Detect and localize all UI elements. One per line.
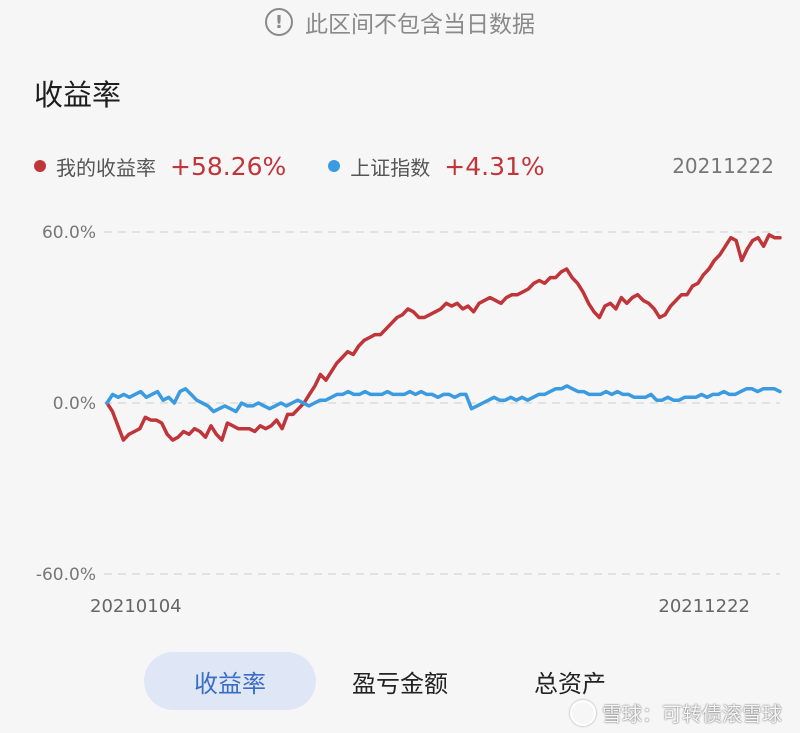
- chart-legend: 我的收益率 +58.26% 上证指数 +4.31% 20211222: [34, 146, 774, 186]
- legend-dot-sse-index: [328, 160, 341, 172]
- legend-label-sse-index: 上证指数: [350, 155, 431, 180]
- watermark: 雪球：可转债滚雪球: [570, 698, 782, 727]
- watermark-text: 雪球：可转债滚雪球: [602, 702, 782, 726]
- y-tick-label: 60.0%: [42, 223, 96, 243]
- tab-return-rate[interactable]: 收益率: [144, 652, 316, 710]
- legend-value-my-return: +58.26%: [170, 151, 287, 181]
- legend-label-my-return: 我的收益率: [56, 155, 156, 180]
- y-tick-label: -60.0%: [36, 565, 96, 585]
- legend-date: 20211222: [672, 154, 774, 178]
- snowball-logo-icon: [570, 699, 596, 726]
- series-line-sse-index: [105, 384, 782, 414]
- exclamation-circle-icon: !: [265, 8, 293, 36]
- range-notice: ! 此区间不包含当日数据: [0, 2, 800, 42]
- tab-profit-loss[interactable]: 盈亏金额: [352, 669, 448, 698]
- legend-dot-my-return: [34, 160, 46, 172]
- range-notice-text: 此区间不包含当日数据: [305, 12, 535, 38]
- y-tick-label: 0.0%: [53, 394, 96, 414]
- return-chart[interactable]: 60.0% 0.0% -60.0%: [0, 200, 800, 600]
- chart-tabs: 收益率 盈亏金额 总资产: [0, 652, 800, 712]
- legend-value-sse-index: +4.31%: [444, 151, 545, 181]
- tab-total-assets[interactable]: 总资产: [534, 669, 606, 698]
- x-axis-start-label: 20210104: [90, 596, 182, 617]
- x-axis-end-label: 20211222: [658, 596, 750, 617]
- section-title: 收益率: [34, 78, 122, 112]
- series-line-my-return: [105, 233, 782, 442]
